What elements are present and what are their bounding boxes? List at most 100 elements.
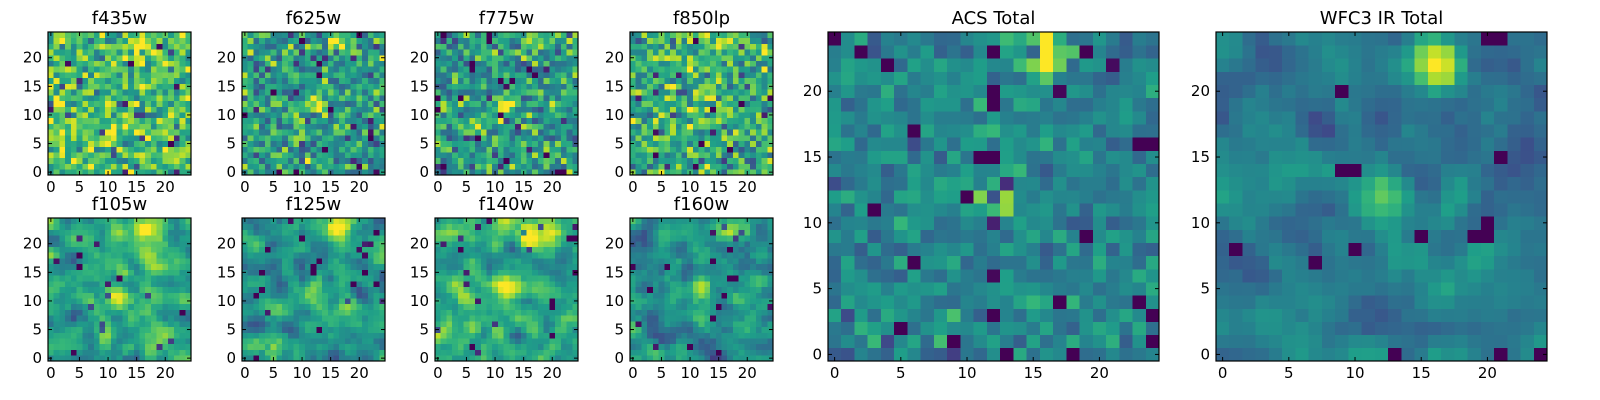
heatmap-cell	[88, 43, 95, 50]
heatmap-cell	[738, 89, 745, 96]
heatmap-cell	[497, 37, 505, 44]
heatmap-cells	[242, 32, 386, 176]
heatmap-cell	[572, 77, 579, 84]
heatmap-cell	[658, 117, 665, 124]
heatmap-cell	[362, 157, 369, 164]
heatmap-cell	[259, 112, 266, 119]
heatmap-cell	[70, 258, 77, 265]
heatmap-cell	[503, 309, 510, 316]
heatmap-cell	[150, 106, 158, 113]
heatmap-cell	[635, 32, 642, 39]
heatmap-cell	[670, 292, 677, 299]
panel-title: f125w	[286, 194, 341, 215]
heatmap-cell	[721, 280, 728, 288]
heatmap-cell	[93, 280, 100, 288]
heatmap-cell	[704, 343, 711, 350]
heatmap-cell	[767, 275, 774, 282]
heatmap-cell	[469, 338, 476, 345]
heatmap-cell	[543, 117, 550, 124]
heatmap-cell	[116, 152, 123, 159]
heatmap-cell	[549, 134, 556, 142]
heatmap-cell	[715, 315, 722, 322]
y-tick-label: 10	[605, 106, 624, 124]
heatmap-cell	[253, 94, 260, 102]
heatmap-cell	[133, 89, 140, 96]
heatmap-cell	[647, 112, 654, 119]
heatmap-cell	[379, 343, 386, 350]
heatmap-cell	[327, 280, 334, 288]
heatmap-cell	[560, 235, 567, 242]
heatmap-cell	[145, 32, 152, 39]
heatmap-cell	[327, 140, 334, 147]
heatmap-cell	[162, 332, 169, 339]
heatmap-cell	[76, 258, 83, 265]
heatmap-cell	[133, 292, 140, 299]
heatmap-cell	[486, 157, 493, 164]
heatmap-cell	[687, 146, 694, 153]
heatmap-cell	[469, 129, 476, 136]
y-tick-label: 5	[32, 135, 42, 153]
heatmap-cell	[304, 298, 312, 305]
heatmap-cell	[497, 292, 505, 299]
heatmap-cell	[99, 258, 106, 265]
heatmap-cell	[704, 60, 711, 67]
heatmap-cell	[750, 332, 757, 339]
heatmap-cell	[721, 83, 728, 90]
heatmap-cell	[435, 309, 442, 316]
heatmap-cell	[168, 252, 175, 259]
heatmap-cell	[560, 320, 567, 328]
heatmap-cell	[503, 332, 510, 339]
heatmap-cell	[128, 37, 135, 44]
heatmap-cell	[59, 112, 66, 119]
heatmap-cell	[59, 72, 66, 79]
heatmap-cell	[755, 157, 762, 164]
heatmap-cell	[350, 252, 357, 259]
y-tick-label: 15	[605, 77, 624, 95]
heatmap-cell	[497, 157, 505, 164]
heatmap-cell	[162, 263, 169, 270]
heatmap-cell	[185, 286, 192, 293]
heatmap-cell	[316, 117, 323, 124]
heatmap-cell	[469, 343, 476, 350]
heatmap-cell	[555, 66, 562, 73]
heatmap-cell	[755, 326, 762, 333]
heatmap-cell	[469, 123, 476, 130]
heatmap-cell	[767, 280, 774, 288]
heatmap-cell	[526, 146, 533, 153]
heatmap-cell	[299, 269, 306, 276]
heatmap-cell	[264, 235, 271, 242]
heatmap-cell	[48, 43, 55, 50]
heatmap-cell	[339, 309, 346, 316]
heatmap-cell	[247, 146, 254, 153]
heatmap-cell	[139, 338, 146, 345]
heatmap-cell	[333, 157, 340, 164]
heatmap-cell	[572, 152, 579, 159]
heatmap-cell	[344, 112, 352, 119]
heatmap-cell	[65, 303, 72, 310]
heatmap-cell	[670, 275, 677, 282]
heatmap-cell	[310, 163, 317, 170]
heatmap-cell	[543, 303, 550, 310]
heatmap-cell	[70, 106, 77, 113]
heatmap-cell	[339, 355, 346, 362]
heatmap-cell	[532, 83, 539, 90]
heatmap-cell	[350, 298, 357, 305]
heatmap-cell	[270, 37, 277, 44]
heatmap-cell	[162, 49, 169, 56]
heatmap-cell	[463, 263, 470, 270]
heatmap-cell	[93, 332, 100, 339]
heatmap-cell	[264, 66, 271, 73]
heatmap-cell	[179, 286, 186, 293]
heatmap-cell	[310, 100, 317, 107]
heatmap-cell	[744, 332, 751, 339]
heatmap-cell	[492, 112, 499, 119]
heatmap-cell	[681, 89, 688, 96]
heatmap-cell	[362, 100, 369, 107]
heatmap-cell	[82, 275, 89, 282]
heatmap-cell	[675, 309, 682, 316]
heatmap-cell	[133, 49, 140, 56]
heatmap-cell	[727, 286, 734, 293]
heatmap-cell	[566, 315, 573, 322]
heatmap-cell	[253, 66, 260, 73]
heatmap-cell	[344, 235, 352, 242]
